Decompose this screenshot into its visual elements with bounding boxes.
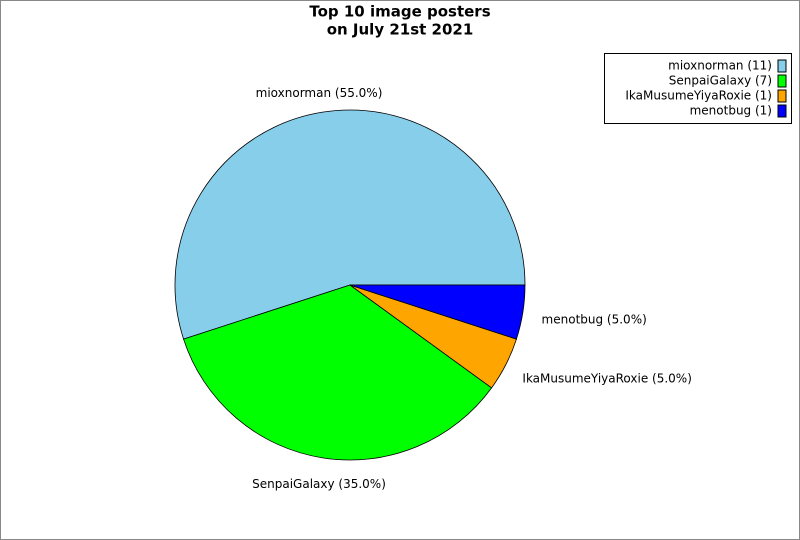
legend-swatch: [777, 59, 787, 73]
legend-swatch: [777, 104, 787, 118]
legend-label: menotbug (1): [690, 104, 772, 118]
slice-label: menotbug (5.0%): [542, 312, 647, 326]
slice-label: SenpaiGalaxy (35.0%): [252, 477, 386, 491]
slice-label: IkaMusumeYiyaRoxie (5.0%): [522, 371, 691, 385]
pie-slice: [349, 284, 526, 340]
slice-label: mioxnorman (55.0%): [256, 86, 383, 100]
pie-slice: [174, 109, 526, 340]
legend-box: [604, 53, 792, 124]
legend-label: SenpaiGalaxy (7): [669, 74, 772, 88]
legend-swatch: [777, 89, 787, 103]
legend-swatch: [777, 74, 787, 88]
legend-label: IkaMusumeYiyaRoxie (1): [625, 89, 772, 103]
chart-title: Top 10 image posters: [309, 3, 490, 21]
chart-title: on July 21st 2021: [327, 21, 474, 39]
pie-slice: [183, 284, 493, 461]
legend-label: mioxnorman (11): [668, 59, 772, 73]
